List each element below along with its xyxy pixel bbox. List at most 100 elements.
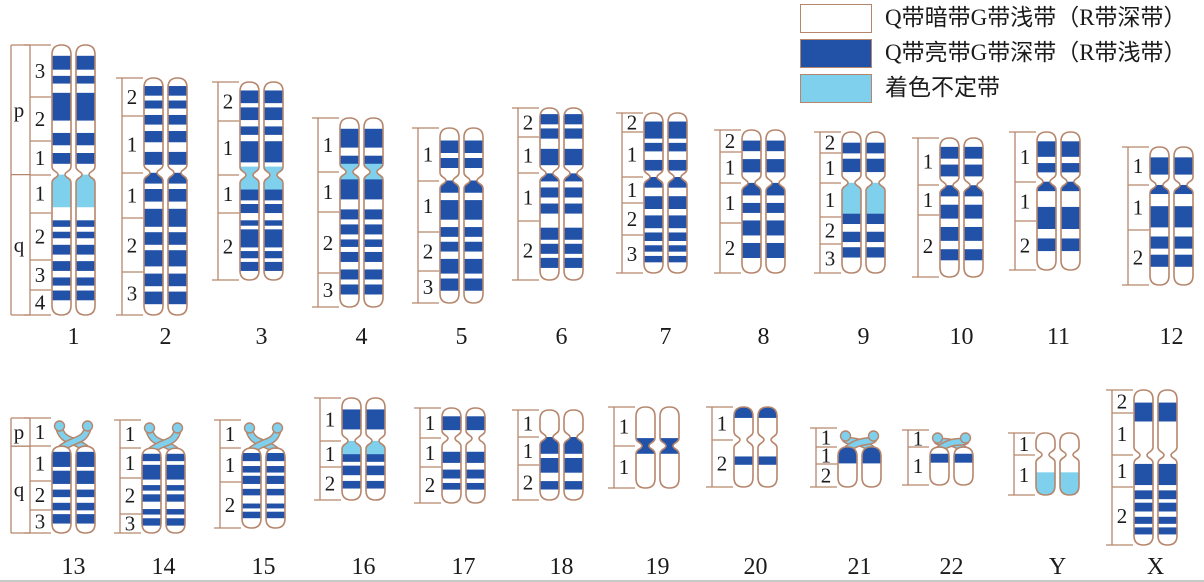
chromatid-bands xyxy=(166,448,185,533)
chromatid-outline xyxy=(51,445,72,534)
light-band xyxy=(240,82,259,92)
chromatid-outline xyxy=(563,409,584,501)
light-band xyxy=(166,461,185,466)
variable-band xyxy=(52,174,71,208)
light-band xyxy=(168,183,187,190)
region-number: 1 xyxy=(923,150,934,174)
dark-band xyxy=(440,258,459,275)
dark-band xyxy=(52,92,71,122)
light-band xyxy=(240,120,259,128)
light-band xyxy=(52,483,71,491)
legend: Q带暗带G带浅带（R带深带） Q带亮带G带深带（R带浅带） 着色不定带 xyxy=(800,4,1187,109)
region-number: 1 xyxy=(1133,195,1144,219)
region-number: 2 xyxy=(223,90,234,114)
region-number: 1 xyxy=(323,133,334,157)
region-number: 2 xyxy=(35,224,46,248)
light-band xyxy=(142,490,161,495)
light-band xyxy=(954,462,973,485)
light-band xyxy=(866,132,885,144)
light-band xyxy=(540,239,559,245)
region-number: 2 xyxy=(523,111,534,135)
light-band xyxy=(644,113,663,123)
dark-band xyxy=(340,224,359,236)
region-number: 2 xyxy=(223,234,234,258)
light-band xyxy=(364,279,383,286)
dark-band xyxy=(564,114,583,125)
dark-band xyxy=(144,114,163,126)
dark-band xyxy=(240,261,259,272)
chromosome-18: 1 1 2 18 xyxy=(504,409,588,582)
light-band xyxy=(240,200,259,205)
chromatid-outline xyxy=(341,397,362,501)
light-band xyxy=(742,212,761,222)
chromosome-figure-15: 1 1 2 15 xyxy=(214,419,286,580)
dark-band-swatch-icon xyxy=(800,39,872,68)
dark-band xyxy=(340,155,359,165)
dark-band xyxy=(76,75,95,85)
dark-band xyxy=(766,182,785,197)
light-band xyxy=(1150,174,1169,186)
light-band xyxy=(940,218,959,228)
dark-band xyxy=(240,204,259,214)
light-band xyxy=(866,257,885,273)
chromatid-outline xyxy=(439,127,460,304)
chromosome-number: 4 xyxy=(356,324,368,350)
light-band xyxy=(1061,132,1080,142)
region-number: 3 xyxy=(35,263,46,287)
dark-band xyxy=(1037,163,1056,173)
dark-band xyxy=(242,503,261,510)
dark-band xyxy=(742,159,761,173)
light-band xyxy=(1037,172,1056,183)
light-band xyxy=(168,226,187,233)
light-band xyxy=(1158,511,1177,518)
light-band xyxy=(564,489,583,500)
light-band xyxy=(52,446,71,453)
dark-band xyxy=(364,269,383,281)
light-band xyxy=(240,213,259,221)
light-band xyxy=(168,95,187,102)
light-band xyxy=(758,464,777,487)
chromatid-outline xyxy=(953,446,974,486)
variable-band xyxy=(240,175,259,191)
dark-band xyxy=(342,480,361,490)
dark-band xyxy=(540,187,559,199)
light-band xyxy=(168,304,187,315)
light-band xyxy=(340,261,359,271)
light-band xyxy=(842,132,861,144)
dark-band xyxy=(1150,236,1169,250)
chromatid-outline xyxy=(1035,432,1056,496)
dark-band xyxy=(342,409,361,431)
region-number: 3 xyxy=(423,275,434,299)
light-band xyxy=(668,262,687,273)
dark-band xyxy=(1174,157,1193,176)
light-band xyxy=(940,260,959,277)
dark-band xyxy=(340,128,359,149)
light-band xyxy=(76,163,95,176)
dark-band xyxy=(240,251,259,259)
light-band xyxy=(644,187,663,197)
light-band xyxy=(52,69,71,77)
dark-band xyxy=(866,247,885,259)
light-band xyxy=(464,290,483,303)
region-number: 2 xyxy=(523,239,534,263)
chromatid-outline xyxy=(563,107,584,281)
dark-band xyxy=(540,114,559,125)
dark-band xyxy=(668,196,687,210)
chromatid-bands xyxy=(940,138,959,277)
region-number: 1 xyxy=(1020,145,1031,169)
dark-band xyxy=(242,475,261,485)
light-band xyxy=(52,83,71,94)
light-band xyxy=(964,260,983,277)
dark-band xyxy=(464,278,483,292)
light-band xyxy=(466,478,485,484)
chromosome-number: 21 xyxy=(848,554,872,580)
dark-band xyxy=(168,208,187,228)
light-band xyxy=(466,408,485,417)
chromatid-bands xyxy=(660,407,679,488)
light-band xyxy=(52,300,71,315)
dark-band xyxy=(168,151,187,166)
dark-band xyxy=(464,180,483,194)
light-band xyxy=(364,219,383,226)
